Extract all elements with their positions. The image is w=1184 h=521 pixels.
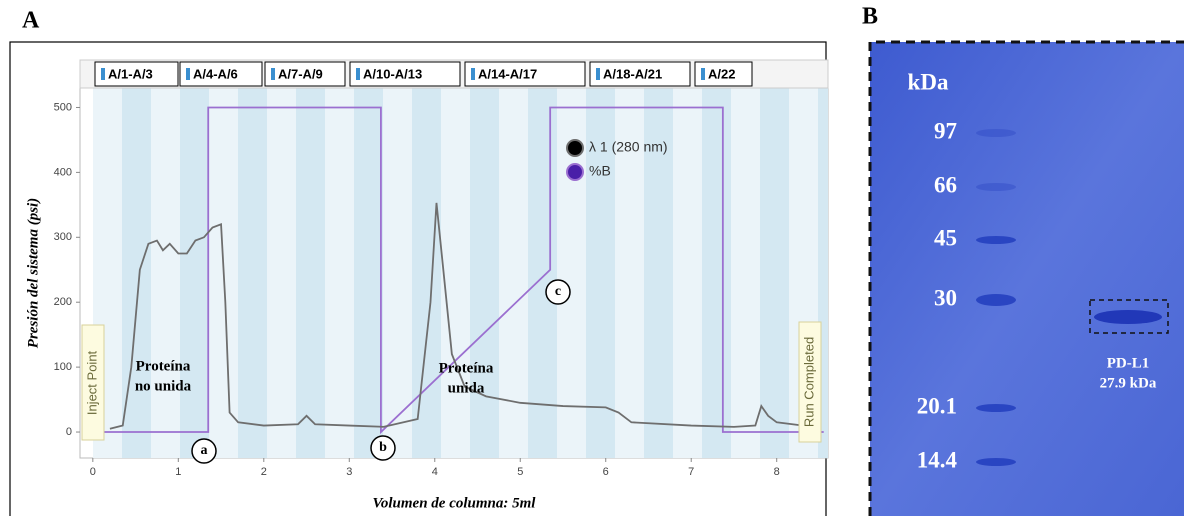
- annotation: Proteína: [439, 360, 494, 376]
- fraction-stripe: [151, 88, 180, 458]
- y-tick-label: 0: [66, 426, 72, 438]
- fraction-label: A/14-A/17: [478, 66, 537, 81]
- tube-icon: [701, 68, 705, 80]
- x-tick-label: 1: [175, 466, 181, 478]
- annotation: no unida: [135, 378, 192, 394]
- tube-icon: [101, 68, 105, 80]
- fraction-label: A/7-A/9: [278, 66, 323, 81]
- fraction-label: A/4-A/6: [193, 66, 238, 81]
- ladder-label: 14.4: [917, 447, 958, 472]
- y-tick-label: 100: [54, 361, 72, 373]
- fraction-stripe: [383, 88, 412, 458]
- fraction-stripe: [325, 88, 354, 458]
- band-label: PD-L1: [1107, 355, 1150, 371]
- ladder-label: 66: [934, 172, 957, 197]
- fraction-label: A/1-A/3: [108, 66, 153, 81]
- ladder-band: [976, 458, 1016, 466]
- fraction-stripe: [760, 88, 789, 458]
- x-tick-label: 6: [603, 466, 609, 478]
- y-tick-label: 300: [54, 231, 72, 243]
- fraction-stripe: [412, 88, 441, 458]
- ladder-label: 97: [934, 118, 957, 143]
- fraction-label: A/22: [708, 66, 735, 81]
- legend-marker: [567, 164, 583, 180]
- fraction-stripe: [673, 88, 702, 458]
- panel-label: B: [862, 4, 878, 30]
- y-axis-label: Presión del sistema (psi): [25, 198, 41, 348]
- page: A A/1-A/3 A/4-A/6 A/7-A/9 A/10-A/13 A/14-A/1…: [0, 0, 1184, 516]
- x-tick-label: 5: [517, 466, 523, 478]
- fraction-stripe: [470, 88, 499, 458]
- annotation: Proteína: [136, 358, 191, 374]
- x-tick-label: 2: [261, 466, 267, 478]
- x-tick-label: 3: [346, 466, 352, 478]
- fraction-label: A/10-A/13: [363, 66, 422, 81]
- fraction-stripe: [354, 88, 383, 458]
- sample-band: [1094, 310, 1162, 324]
- marker-label: b: [379, 440, 387, 455]
- inject-label: Inject Point: [84, 350, 99, 415]
- ladder-band: [976, 183, 1016, 191]
- y-tick-label: 400: [54, 166, 72, 178]
- tube-icon: [596, 68, 600, 80]
- fraction-stripe: [267, 88, 296, 458]
- x-tick-label: 8: [774, 466, 780, 478]
- x-tick-label: 7: [688, 466, 694, 478]
- gel-image: [870, 42, 1184, 516]
- ladder-band: [976, 129, 1016, 137]
- tube-icon: [356, 68, 360, 80]
- legend-label: λ 1 (280 nm): [589, 139, 668, 155]
- x-tick-label: 4: [432, 466, 438, 478]
- ladder-band: [976, 404, 1016, 412]
- tube-icon: [471, 68, 475, 80]
- fraction-stripe: [731, 88, 760, 458]
- panel-label: A: [22, 8, 40, 34]
- gel-unit: kDa: [908, 69, 949, 94]
- x-tick-label: 0: [90, 466, 96, 478]
- marker-label: a: [201, 443, 208, 458]
- figure: A A/1-A/3 A/4-A/6 A/7-A/9 A/10-A/13 A/14-A/1…: [0, 0, 1184, 516]
- fraction-stripe: [238, 88, 267, 458]
- ladder-label: 45: [934, 225, 957, 250]
- y-tick-label: 500: [54, 101, 72, 113]
- tube-icon: [271, 68, 275, 80]
- fraction-stripe: [702, 88, 731, 458]
- annotation: unida: [448, 380, 485, 396]
- x-axis-label: Volumen de columna: 5ml: [373, 495, 537, 511]
- y-tick-label: 200: [54, 296, 72, 308]
- ladder-band: [976, 236, 1016, 244]
- marker-label: c: [555, 284, 561, 299]
- ladder-band: [976, 294, 1016, 306]
- band-label: 27.9 kDa: [1100, 375, 1157, 391]
- legend-label: %B: [589, 163, 611, 179]
- fraction-stripe: [296, 88, 325, 458]
- ladder-label: 30: [934, 285, 957, 310]
- complete-label: Run Completed: [801, 337, 816, 427]
- tube-icon: [186, 68, 190, 80]
- ladder-label: 20.1: [917, 393, 957, 418]
- fraction-label: A/18-A/21: [603, 66, 662, 81]
- fraction-stripe: [528, 88, 557, 458]
- legend-marker: [567, 140, 583, 156]
- fraction-stripe: [180, 88, 209, 458]
- fraction-stripe: [441, 88, 470, 458]
